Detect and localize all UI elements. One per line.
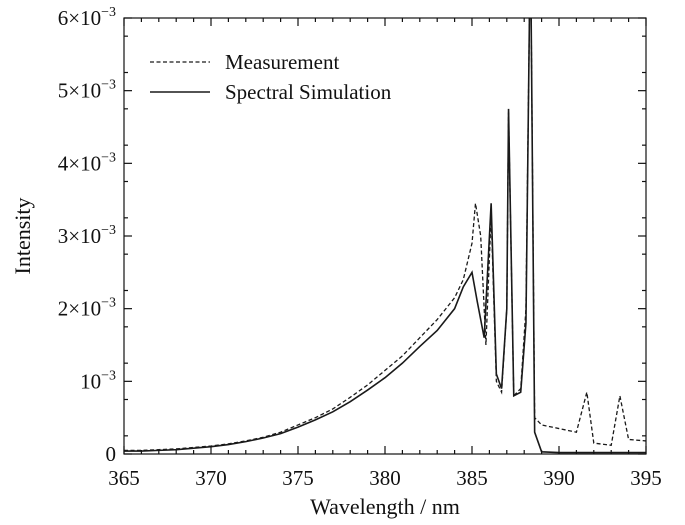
legend-label-simulation: Spectral Simulation <box>225 80 392 104</box>
y-axis-label: Intensity <box>10 198 35 275</box>
y-tick-label: 5×10−3 <box>58 78 116 103</box>
x-axis-label: Wavelength / nm <box>310 494 460 519</box>
x-tick-label: 390 <box>543 466 575 490</box>
legend-label-measurement: Measurement <box>225 50 339 74</box>
x-tick-label: 395 <box>630 466 662 490</box>
y-axis: 0 10−3 2×10−3 3×10−3 4×10−3 5×10−3 6×10−3 <box>58 5 646 466</box>
series-line-simulation <box>124 18 646 454</box>
series-layer <box>124 18 646 454</box>
legend: Measurement Spectral Simulation <box>150 50 392 104</box>
x-tick-label: 385 <box>456 466 488 490</box>
x-axis: 365 370 375 380 385 390 395 <box>108 18 662 490</box>
y-tick-label: 10−3 <box>80 368 116 393</box>
y-tick-label: 2×10−3 <box>58 296 116 321</box>
y-tick-label: 6×10−3 <box>58 5 116 30</box>
x-tick-label: 365 <box>108 466 140 490</box>
x-tick-label: 380 <box>369 466 401 490</box>
y-tick-label: 4×10−3 <box>58 150 116 175</box>
y-tick-label: 3×10−3 <box>58 223 116 248</box>
x-tick-label: 370 <box>195 466 227 490</box>
x-tick-label: 375 <box>282 466 314 490</box>
y-tick-label: 0 <box>106 442 117 466</box>
